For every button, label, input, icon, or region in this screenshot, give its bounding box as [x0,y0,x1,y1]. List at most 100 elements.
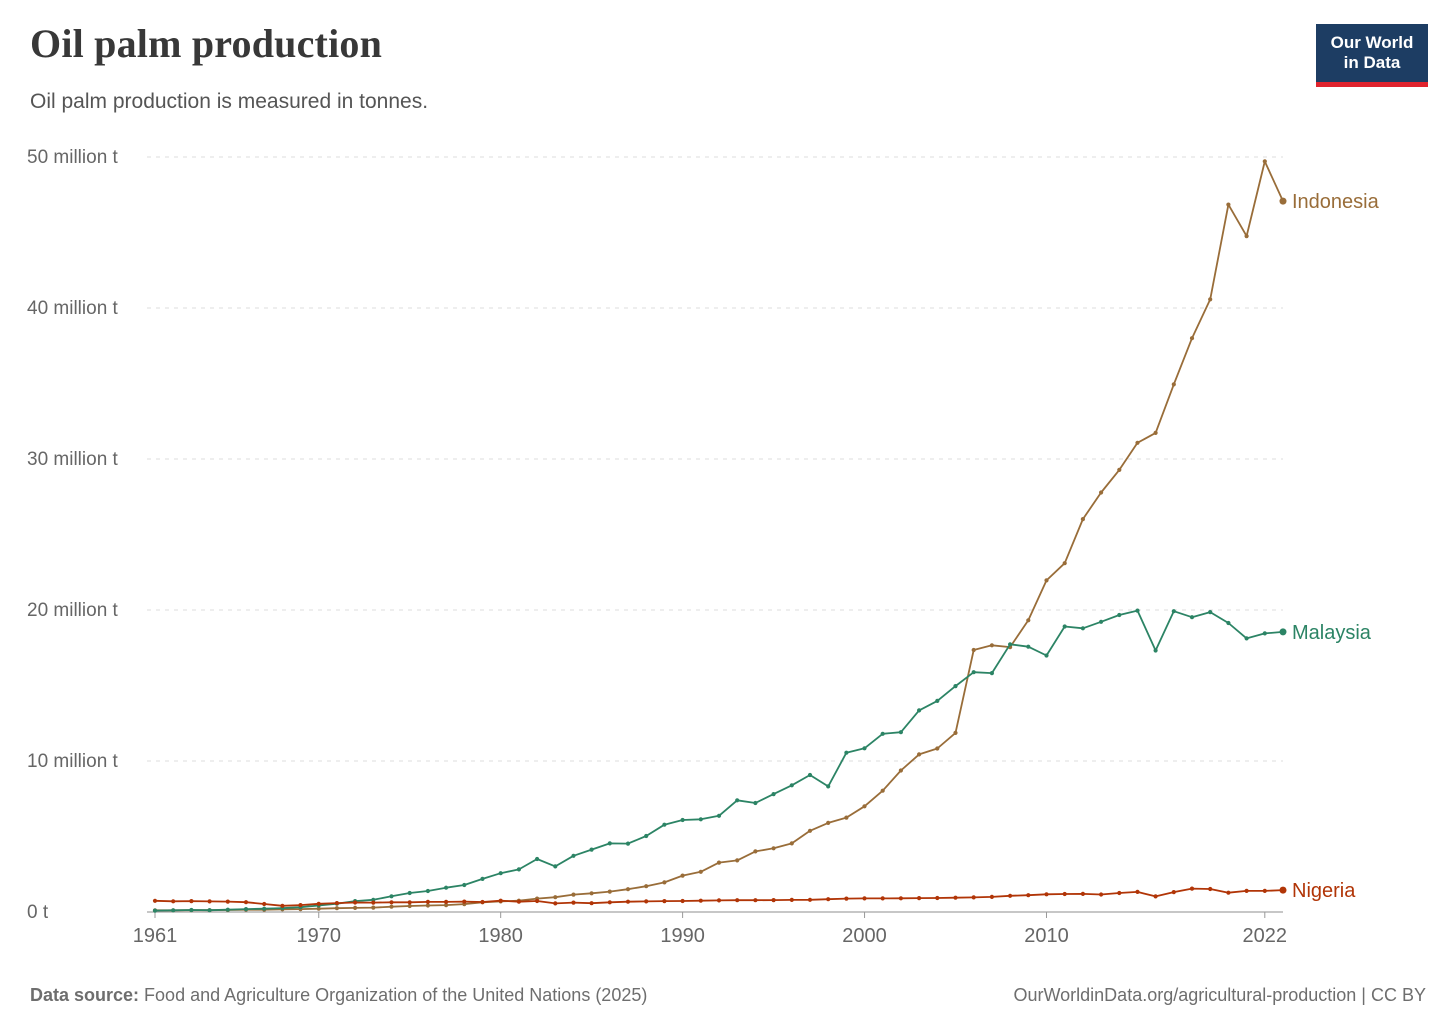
data-point-malaysia [389,894,394,899]
data-point-malaysia [698,817,703,822]
data-point-indonesia [698,869,703,874]
data-point-nigeria [225,899,230,904]
data-point-nigeria [553,901,558,906]
owid-url-link[interactable]: OurWorldinData.org/agricultural-producti… [1013,985,1426,1005]
data-point-indonesia [371,905,376,910]
series-line-nigeria[interactable] [154,887,1284,907]
series-label-malaysia[interactable]: Malaysia [1292,622,1372,644]
data-point-nigeria [571,900,576,905]
data-point-malaysia [171,908,176,913]
data-point-malaysia [989,671,995,676]
data-point-malaysia [589,847,594,852]
data-point-malaysia [189,907,194,913]
x-axis-label: 1970 [296,925,341,947]
x-axis-label: 2022 [1243,925,1288,947]
data-point-malaysia [625,841,631,846]
data-point-indonesia [1226,202,1231,207]
data-point-indonesia [389,904,394,909]
data-point-indonesia [807,828,813,833]
data-point-nigeria [334,901,339,906]
data-point-malaysia [935,698,940,704]
data-point-nigeria [1135,889,1140,895]
data-point-malaysia [789,783,794,788]
data-point-nigeria [1189,886,1195,891]
data-point-indonesia [680,873,685,878]
data-point-malaysia [644,833,649,839]
data-point-malaysia [607,841,612,846]
data-point-nigeria [1279,886,1287,894]
data-point-nigeria [789,897,794,903]
data-point-nigeria [425,899,430,905]
data-point-nigeria [462,899,467,904]
data-point-nigeria [280,903,285,908]
data-point-nigeria [625,899,631,904]
data-point-indonesia [644,884,649,889]
data-point-indonesia [716,860,722,865]
data-point-indonesia [1117,467,1122,472]
data-point-nigeria [1171,890,1176,895]
data-point-malaysia [1099,619,1104,624]
data-point-malaysia [680,817,685,823]
data-point-indonesia [1026,618,1031,623]
data-point-malaysia [207,908,212,913]
data-point-malaysia [735,798,740,803]
data-point-indonesia [1171,382,1176,387]
data-point-indonesia [1099,490,1104,495]
data-point-indonesia [1262,159,1267,164]
owid-logo[interactable]: Our World in Data [1316,24,1428,87]
data-point-malaysia [1171,609,1176,614]
data-point-malaysia [462,882,467,888]
data-point-nigeria [753,898,758,903]
data-point-indonesia [662,880,667,885]
series-label-nigeria[interactable]: Nigeria [1292,880,1356,902]
data-point-indonesia [334,906,339,911]
data-point-malaysia [862,746,867,751]
data-point-malaysia [498,871,503,876]
data-point-nigeria [589,901,594,906]
data-point-nigeria [152,898,158,903]
data-source: Data source: Food and Agriculture Organi… [30,985,647,1006]
data-point-nigeria [844,896,849,901]
data-point-malaysia [1153,648,1158,653]
chart-subtitle: Oil palm production is measured in tonne… [30,90,429,113]
y-axis-label: 30 million t [27,449,119,470]
data-point-nigeria [898,896,904,901]
data-point-nigeria [826,897,831,902]
data-point-malaysia [1262,631,1267,636]
data-point-malaysia [971,670,976,675]
series-label-indonesia[interactable]: Indonesia [1292,191,1380,213]
data-point-indonesia [607,889,612,894]
data-point-indonesia [425,903,430,908]
data-point-indonesia [1044,578,1049,583]
data-point-malaysia [1117,612,1122,618]
y-axis-label: 0 t [27,902,49,923]
data-point-nigeria [935,895,940,901]
data-point-nigeria [917,896,922,901]
data-point-nigeria [662,899,667,904]
data-point-nigeria [1262,888,1267,894]
data-point-nigeria [1080,891,1085,897]
data-point-malaysia [152,908,158,913]
data-point-nigeria [498,898,503,903]
data-point-indonesia [1135,440,1140,445]
data-point-nigeria [1099,892,1104,897]
data-point-indonesia [1153,430,1158,435]
data-point-malaysia [771,792,776,797]
data-point-indonesia [571,892,576,897]
data-point-nigeria [189,899,194,904]
y-axis-label: 10 million t [27,751,119,772]
series-line-indonesia[interactable] [155,160,1284,912]
data-point-malaysia [1008,642,1013,647]
data-point-indonesia [1062,561,1067,566]
data-point-indonesia [1279,197,1287,205]
data-point-nigeria [880,896,885,901]
data-point-nigeria [316,901,321,906]
data-point-malaysia [1244,636,1249,641]
data-point-nigeria [353,900,358,905]
data-point-nigeria [1062,891,1067,897]
data-point-indonesia [553,895,558,900]
data-point-nigeria [771,898,776,903]
data-point-malaysia [1026,644,1031,649]
